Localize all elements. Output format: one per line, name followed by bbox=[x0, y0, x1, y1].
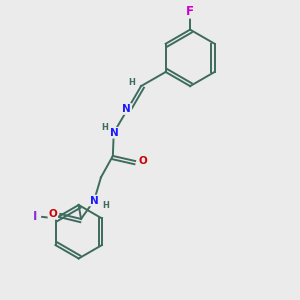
Text: N: N bbox=[90, 196, 98, 206]
Text: H: H bbox=[102, 201, 109, 210]
Text: N: N bbox=[110, 128, 118, 138]
Text: F: F bbox=[186, 5, 194, 18]
Text: H: H bbox=[128, 78, 135, 87]
Text: O: O bbox=[48, 209, 57, 219]
Text: H: H bbox=[101, 123, 108, 132]
Text: O: O bbox=[138, 156, 147, 166]
Text: I: I bbox=[33, 210, 38, 224]
Text: N: N bbox=[122, 104, 131, 114]
